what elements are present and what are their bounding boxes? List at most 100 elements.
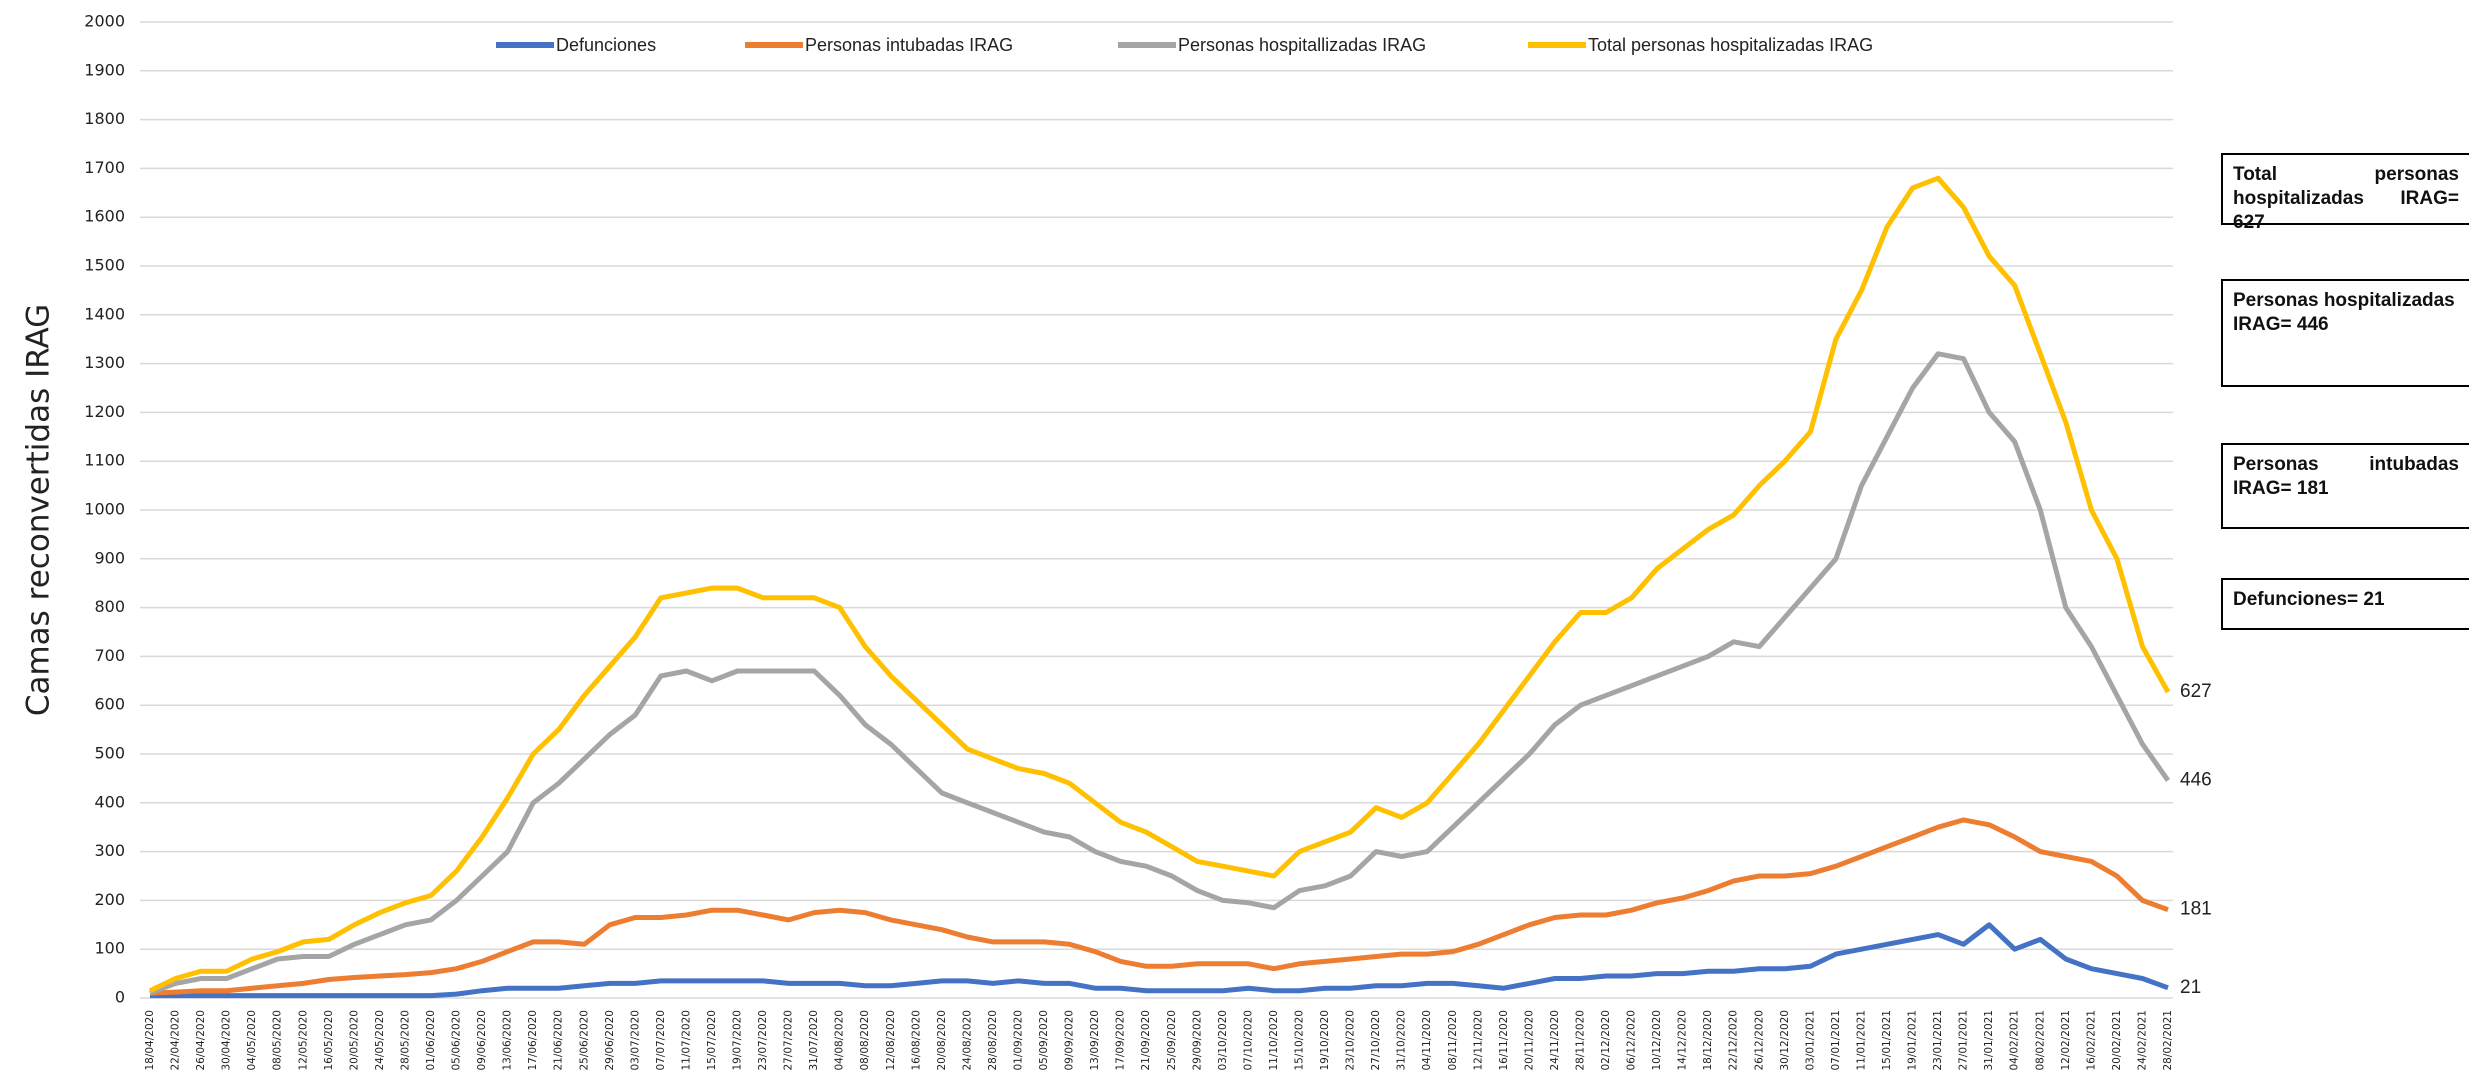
x-tick-label: 09/06/2020 (476, 1010, 488, 1071)
x-tick-label: 15/01/2021 (1881, 1010, 1893, 1071)
x-tick-label: 26/12/2020 (1753, 1010, 1765, 1071)
x-tick-label: 13/09/2020 (1089, 1010, 1101, 1071)
y-tick-label: 1800 (84, 109, 125, 128)
x-tick-label: 16/11/2020 (1498, 1010, 1510, 1071)
x-tick-label: 31/01/2021 (1983, 1010, 1995, 1071)
x-tick-label: 17/09/2020 (1115, 1010, 1127, 1071)
x-tick-label: 24/05/2020 (374, 1010, 386, 1071)
x-tick-label: 21/06/2020 (553, 1010, 565, 1071)
x-tick-label: 26/04/2020 (195, 1010, 207, 1071)
y-tick-label: 600 (94, 695, 125, 714)
y-tick-label: 1600 (84, 207, 125, 226)
y-tick-label: 400 (94, 792, 125, 811)
legend-label: Personas intubadas IRAG (805, 35, 1013, 55)
x-tick-label: 22/04/2020 (170, 1010, 182, 1071)
x-tick-label: 12/08/2020 (885, 1010, 897, 1071)
x-tick-label: 16/08/2020 (910, 1010, 922, 1071)
x-tick-label: 05/09/2020 (1038, 1010, 1050, 1071)
x-tick-label: 08/05/2020 (272, 1010, 284, 1071)
y-tick-label: 1400 (84, 304, 125, 323)
y-tick-label: 1500 (84, 256, 125, 275)
annotation-box: Personas hospitalizadas IRAG= 446 (2221, 279, 2469, 387)
y-axis-title: Camas reconvertidas IRAG (21, 304, 57, 716)
annotation-box: Total personas hospitalizadas IRAG= 627 (2221, 153, 2469, 233)
x-tick-label: 11/10/2020 (1268, 1010, 1280, 1071)
x-tick-label: 28/11/2020 (1574, 1010, 1586, 1071)
y-tick-label: 1100 (84, 451, 125, 470)
x-tick-label: 30/04/2020 (221, 1010, 233, 1071)
x-tick-label: 19/01/2021 (1907, 1010, 1919, 1071)
x-tick-label: 07/01/2021 (1830, 1010, 1842, 1071)
x-tick-label: 03/01/2021 (1804, 1010, 1816, 1071)
end-label: 627 (2180, 681, 2212, 702)
x-tick-label: 28/08/2020 (987, 1010, 999, 1071)
x-tick-label: 18/04/2020 (144, 1010, 156, 1071)
y-tick-label: 1300 (84, 353, 125, 372)
y-tick-label: 200 (94, 890, 125, 909)
x-tick-label: 20/08/2020 (936, 1010, 948, 1071)
x-tick-label: 12/02/2021 (2060, 1010, 2072, 1071)
series-line (150, 922, 2169, 999)
x-tick-label: 25/06/2020 (578, 1010, 590, 1071)
x-tick-label: 18/12/2020 (1702, 1010, 1714, 1071)
x-tick-label: 28/05/2020 (399, 1010, 411, 1071)
x-tick-label: 04/05/2020 (246, 1010, 258, 1071)
y-tick-label: 500 (94, 744, 125, 763)
x-tick-label: 24/02/2021 (2136, 1010, 2148, 1071)
x-tick-label: 03/10/2020 (1217, 1010, 1229, 1071)
x-tick-label: 27/10/2020 (1370, 1010, 1382, 1071)
x-tick-label: 24/08/2020 (961, 1010, 973, 1071)
x-tick-label: 10/12/2020 (1651, 1010, 1663, 1071)
x-tick-label: 09/09/2020 (1064, 1010, 1076, 1071)
x-tick-label: 16/05/2020 (323, 1010, 335, 1071)
end-label: 21 (2180, 977, 2201, 998)
legend-label: Personas hospitallizadas IRAG (1178, 35, 1426, 55)
series-line (148, 175, 2171, 993)
x-tick-label: 04/08/2020 (834, 1010, 846, 1071)
x-tick-label: 31/10/2020 (1396, 1010, 1408, 1071)
x-tick-label: 08/02/2021 (2034, 1010, 2046, 1071)
x-tick-label: 25/09/2020 (1166, 1010, 1178, 1071)
x-tick-label: 07/07/2020 (655, 1010, 667, 1071)
x-tick-label: 12/05/2020 (297, 1010, 309, 1071)
y-tick-label: 1900 (84, 60, 125, 79)
end-label: 181 (2180, 899, 2212, 920)
x-tick-label: 30/12/2020 (1779, 1010, 1791, 1071)
x-tick-label: 23/07/2020 (757, 1010, 769, 1071)
x-tick-label: 03/07/2020 (629, 1010, 641, 1071)
x-tick-label: 08/08/2020 (859, 1010, 871, 1071)
x-tick-label: 14/12/2020 (1677, 1010, 1689, 1071)
x-tick-label: 16/02/2021 (2085, 1010, 2097, 1071)
x-tick-label: 27/01/2021 (1958, 1010, 1970, 1071)
x-tick-label: 20/02/2021 (2111, 1010, 2123, 1071)
y-tick-label: 900 (94, 548, 125, 567)
legend-label: Defunciones (556, 35, 656, 55)
x-tick-label: 04/11/2020 (1421, 1010, 1433, 1071)
x-tick-label: 08/11/2020 (1447, 1010, 1459, 1071)
series-line (149, 817, 2169, 996)
x-tick-label: 27/07/2020 (783, 1010, 795, 1071)
y-tick-label: 2000 (84, 12, 125, 31)
x-tick-label: 04/02/2021 (2009, 1010, 2021, 1071)
annotation-box: Personas intubadas IRAG= 181 (2221, 443, 2469, 529)
x-tick-label: 31/07/2020 (808, 1010, 820, 1071)
x-tick-label: 22/12/2020 (1728, 1010, 1740, 1071)
y-tick-label: 800 (94, 597, 125, 616)
y-tick-label: 1000 (84, 500, 125, 519)
x-tick-label: 06/12/2020 (1626, 1010, 1638, 1071)
x-tick-label: 12/11/2020 (1472, 1010, 1484, 1071)
x-tick-label: 05/06/2020 (451, 1010, 463, 1071)
y-tick-label: 700 (94, 646, 125, 665)
x-tick-label: 11/01/2021 (1855, 1010, 1867, 1071)
y-tick-label: 1200 (84, 402, 125, 421)
x-tick-label: 13/06/2020 (502, 1010, 514, 1071)
x-tick-label: 28/02/2021 (2162, 1010, 2174, 1071)
x-tick-label: 02/12/2020 (1600, 1010, 1612, 1071)
x-tick-label: 15/07/2020 (706, 1010, 718, 1071)
x-tick-label: 11/07/2020 (680, 1010, 692, 1071)
x-tick-label: 19/07/2020 (732, 1010, 744, 1071)
x-tick-label: 07/10/2020 (1242, 1010, 1254, 1071)
x-tick-label: 23/10/2020 (1345, 1010, 1357, 1071)
